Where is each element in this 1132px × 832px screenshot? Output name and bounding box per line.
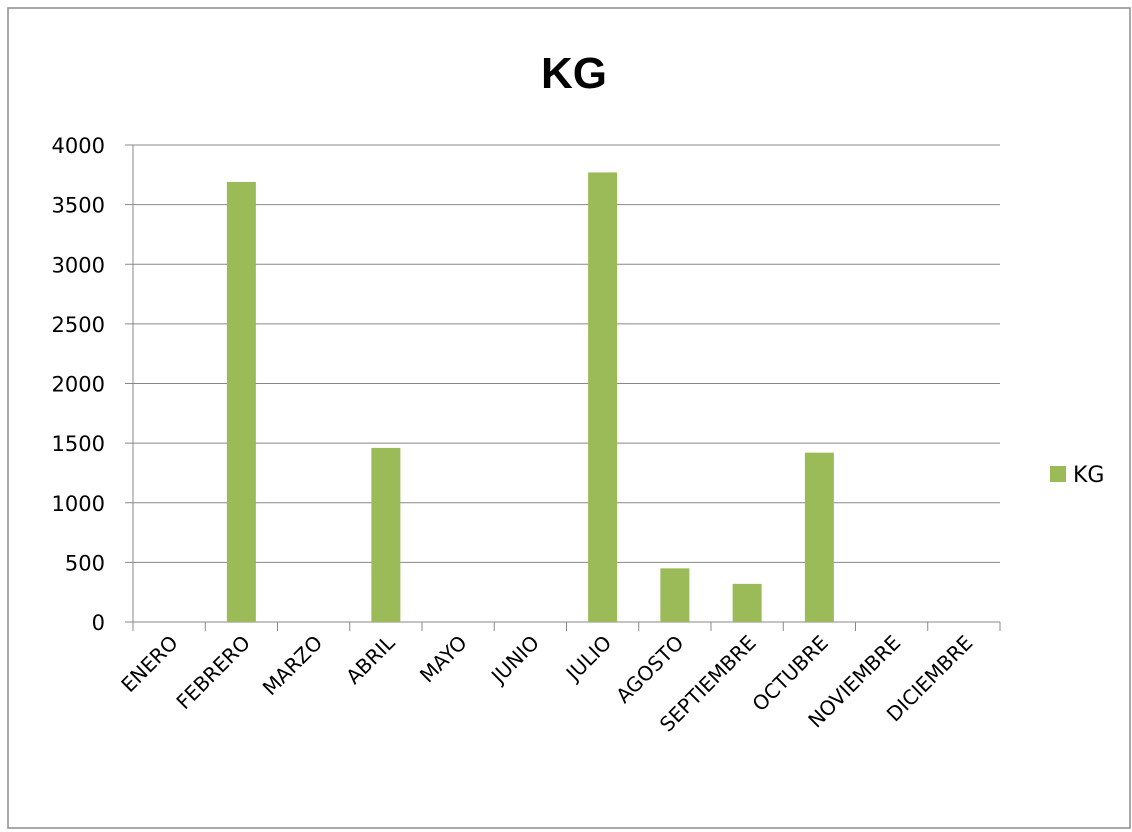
- bar-julio: [588, 172, 618, 623]
- y-tick-label: 2000: [52, 373, 105, 397]
- bar-septiembre: [732, 583, 762, 622]
- bar-octubre: [804, 452, 834, 622]
- y-tick-label: 3000: [52, 253, 105, 277]
- y-tick-label: 4000: [52, 134, 105, 158]
- legend-swatch: [1050, 466, 1066, 482]
- bar-agosto: [660, 568, 690, 622]
- y-tick-label: 2500: [52, 313, 105, 337]
- y-tick-label: 0: [92, 611, 105, 635]
- chart-border: [7, 7, 1131, 829]
- legend: KG: [1050, 463, 1104, 488]
- y-tick-label: 500: [65, 551, 105, 575]
- gridlines: [125, 144, 1000, 623]
- legend-label: KG: [1073, 463, 1104, 488]
- y-tick-label: 1000: [52, 492, 105, 516]
- y-tick-label: 3500: [52, 194, 105, 218]
- y-tick-label: 1500: [52, 432, 105, 456]
- bars: [226, 172, 834, 623]
- bar-abril: [371, 447, 401, 622]
- axes: [132, 145, 1001, 631]
- bar-febrero: [226, 181, 256, 622]
- chart-title: KG: [541, 49, 607, 98]
- y-tick-labels: 0 500 1000 1500 2000 2500 3000 3500 4000: [52, 134, 105, 635]
